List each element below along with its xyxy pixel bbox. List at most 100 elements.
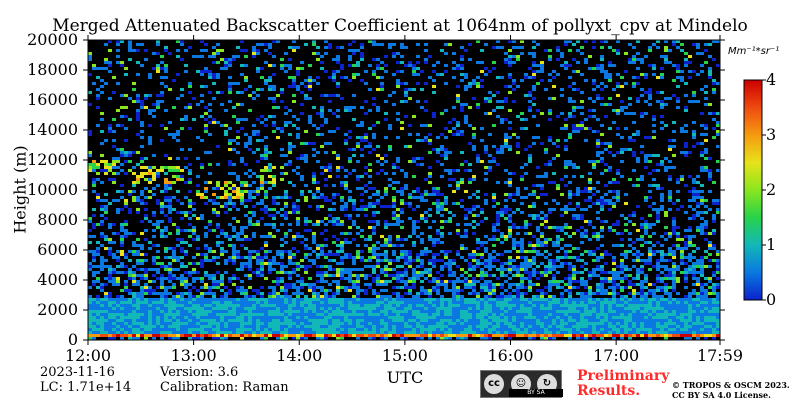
heatmap-cell	[528, 265, 532, 268]
heatmap-cell	[188, 85, 192, 88]
heatmap-cell	[316, 82, 320, 85]
heatmap-cell	[444, 280, 448, 283]
heatmap-cell	[568, 40, 572, 43]
heatmap-cell	[568, 274, 572, 277]
heatmap-cell	[400, 280, 404, 283]
heatmap-cell	[340, 334, 344, 337]
heatmap-cell	[396, 310, 400, 313]
heatmap-cell	[540, 298, 544, 301]
heatmap-cell	[88, 265, 92, 268]
heatmap-cell	[520, 301, 524, 304]
heatmap-cell	[568, 85, 572, 88]
heatmap-cell	[452, 214, 456, 217]
heatmap-cell	[524, 148, 528, 151]
heatmap-cell	[400, 337, 404, 340]
heatmap-cell	[484, 250, 488, 253]
heatmap-cell	[196, 235, 200, 238]
heatmap-cell	[348, 331, 352, 334]
heatmap-cell	[228, 313, 232, 316]
heatmap-cell	[132, 280, 136, 283]
heatmap-cell	[204, 253, 208, 256]
heatmap-cell	[420, 292, 424, 295]
heatmap-cell	[464, 235, 468, 238]
heatmap-cell	[264, 325, 268, 328]
heatmap-cell	[252, 133, 256, 136]
heatmap-cell	[168, 247, 172, 250]
heatmap-cell	[92, 223, 96, 226]
chart-title: Merged Attenuated Backscatter Coefficien…	[52, 16, 748, 36]
heatmap-cell	[324, 292, 328, 295]
heatmap-cell	[240, 40, 244, 43]
heatmap-cell	[168, 232, 172, 235]
heatmap-cell	[440, 259, 444, 262]
heatmap-cell	[240, 262, 244, 265]
heatmap-cell	[160, 211, 164, 214]
heatmap-cell	[220, 253, 224, 256]
heatmap-cell	[280, 268, 284, 271]
heatmap-cell	[464, 232, 468, 235]
heatmap-cell	[572, 310, 576, 313]
heatmap-cell	[352, 334, 356, 337]
heatmap-cell	[512, 88, 516, 91]
heatmap-cell	[520, 295, 524, 298]
heatmap-cell	[396, 331, 400, 334]
heatmap-cell	[232, 247, 236, 250]
heatmap-cell	[492, 199, 496, 202]
heatmap-cell	[364, 301, 368, 304]
heatmap-cell	[188, 172, 192, 175]
heatmap-cell	[516, 46, 520, 49]
heatmap-cell	[196, 304, 200, 307]
heatmap-cell	[396, 85, 400, 88]
heatmap-cell	[524, 334, 528, 337]
heatmap-cell	[476, 292, 480, 295]
heatmap-cell	[116, 55, 120, 58]
heatmap-cell	[404, 64, 408, 67]
heatmap-cell	[328, 208, 332, 211]
heatmap-cell	[456, 304, 460, 307]
heatmap-cell	[508, 127, 512, 130]
heatmap-cell	[296, 136, 300, 139]
heatmap-cell	[380, 337, 384, 340]
heatmap-cell	[440, 133, 444, 136]
heatmap-cell	[540, 61, 544, 64]
heatmap-cell	[468, 283, 472, 286]
heatmap-cell	[464, 316, 468, 319]
heatmap-cell	[132, 82, 136, 85]
heatmap-cell	[500, 118, 504, 121]
heatmap-cell	[508, 61, 512, 64]
heatmap-cell	[352, 106, 356, 109]
heatmap-cell	[316, 325, 320, 328]
heatmap-cell	[164, 319, 168, 322]
heatmap-cell	[352, 280, 356, 283]
heatmap-cell	[140, 199, 144, 202]
heatmap-cell	[356, 328, 360, 331]
heatmap-cell	[372, 220, 376, 223]
heatmap-cell	[284, 214, 288, 217]
heatmap-cell	[404, 292, 408, 295]
heatmap-cell	[120, 307, 124, 310]
heatmap-cell	[464, 337, 468, 340]
heatmap-cell	[296, 250, 300, 253]
heatmap-cell	[220, 232, 224, 235]
heatmap-cell	[116, 328, 120, 331]
heatmap-cell	[568, 289, 572, 292]
heatmap-cell	[476, 280, 480, 283]
heatmap-cell	[96, 295, 100, 298]
heatmap-cell	[264, 148, 268, 151]
heatmap-cell	[348, 304, 352, 307]
heatmap-cell	[544, 250, 548, 253]
heatmap-cell	[232, 82, 236, 85]
heatmap-cell	[280, 58, 284, 61]
heatmap-cell	[112, 268, 116, 271]
heatmap-cell	[484, 289, 488, 292]
heatmap-cell	[520, 79, 524, 82]
heatmap-cell	[152, 103, 156, 106]
heatmap-cell	[556, 241, 560, 244]
heatmap-cell	[336, 289, 340, 292]
heatmap-cell	[224, 313, 228, 316]
heatmap-cell	[408, 277, 412, 280]
heatmap-cell	[516, 313, 520, 316]
heatmap-cell	[108, 337, 112, 340]
heatmap-cell	[428, 259, 432, 262]
heatmap-cell	[564, 334, 568, 337]
